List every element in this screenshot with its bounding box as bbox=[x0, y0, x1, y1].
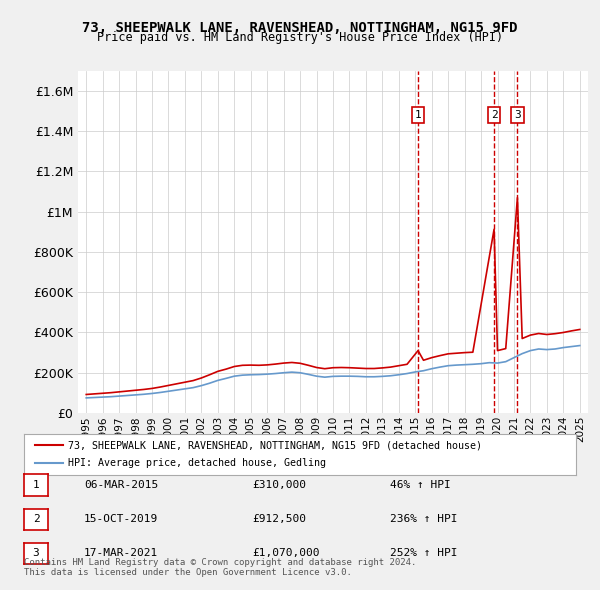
Text: 06-MAR-2015: 06-MAR-2015 bbox=[84, 480, 158, 490]
Text: HPI: Average price, detached house, Gedling: HPI: Average price, detached house, Gedl… bbox=[68, 458, 326, 468]
Text: 46% ↑ HPI: 46% ↑ HPI bbox=[390, 480, 451, 490]
Text: 1: 1 bbox=[32, 480, 40, 490]
Text: 73, SHEEPWALK LANE, RAVENSHEAD, NOTTINGHAM, NG15 9FD (detached house): 73, SHEEPWALK LANE, RAVENSHEAD, NOTTINGH… bbox=[68, 440, 482, 450]
Text: £310,000: £310,000 bbox=[252, 480, 306, 490]
Text: 1: 1 bbox=[415, 110, 421, 120]
Text: 3: 3 bbox=[514, 110, 521, 120]
Text: £912,500: £912,500 bbox=[252, 514, 306, 524]
Text: 2: 2 bbox=[491, 110, 497, 120]
Text: £1,070,000: £1,070,000 bbox=[252, 549, 320, 558]
Text: 252% ↑ HPI: 252% ↑ HPI bbox=[390, 549, 458, 558]
Text: 236% ↑ HPI: 236% ↑ HPI bbox=[390, 514, 458, 524]
Text: 73, SHEEPWALK LANE, RAVENSHEAD, NOTTINGHAM, NG15 9FD: 73, SHEEPWALK LANE, RAVENSHEAD, NOTTINGH… bbox=[82, 21, 518, 35]
Text: 2: 2 bbox=[32, 514, 40, 524]
Text: 3: 3 bbox=[32, 549, 40, 558]
Text: Contains HM Land Registry data © Crown copyright and database right 2024.
This d: Contains HM Land Registry data © Crown c… bbox=[24, 558, 416, 577]
Text: 15-OCT-2019: 15-OCT-2019 bbox=[84, 514, 158, 524]
Text: Price paid vs. HM Land Registry's House Price Index (HPI): Price paid vs. HM Land Registry's House … bbox=[97, 31, 503, 44]
Text: 17-MAR-2021: 17-MAR-2021 bbox=[84, 549, 158, 558]
